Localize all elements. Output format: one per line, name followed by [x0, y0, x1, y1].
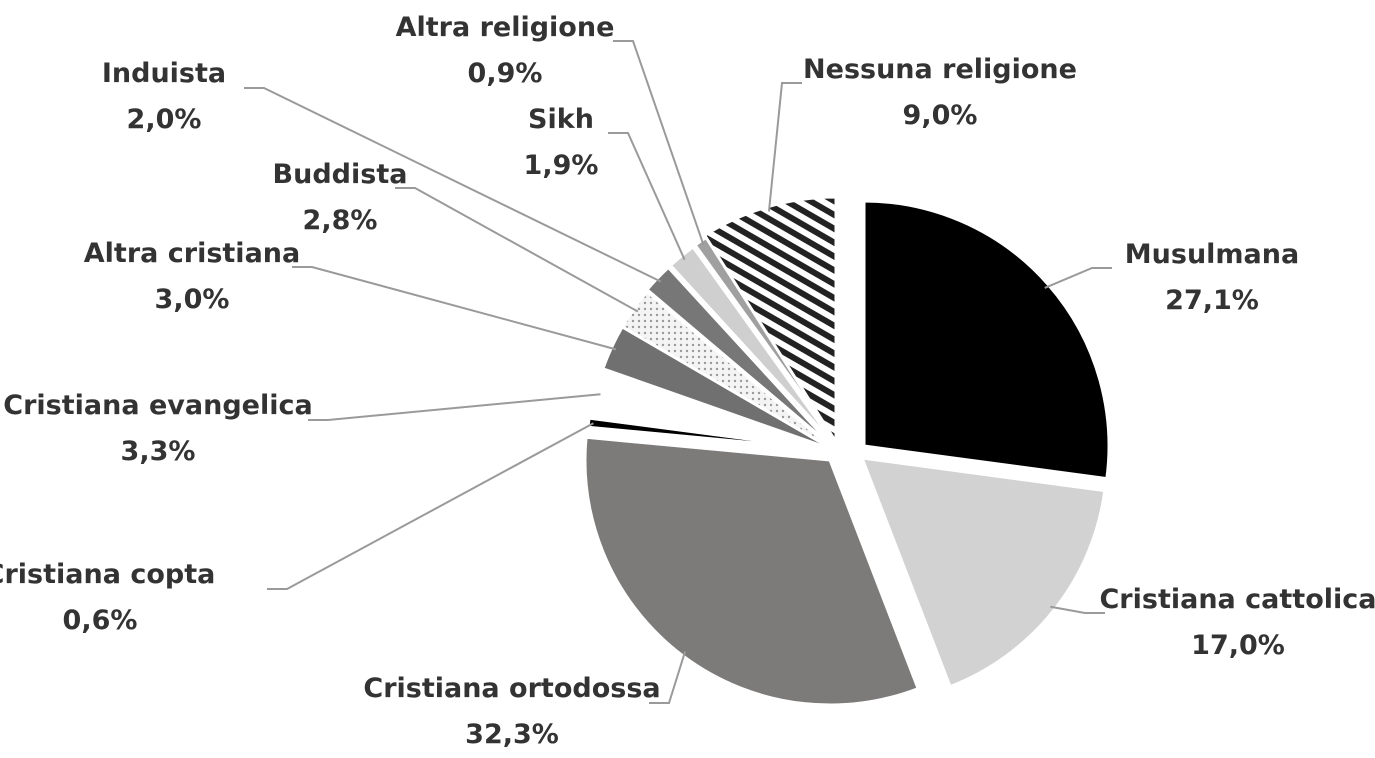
slice-label-cristiana-evangelica: Cristiana evangelica: [3, 390, 312, 421]
pie-slice-sikh: [668, 244, 838, 448]
leader-line-cristiana-cattolica: [1050, 605, 1105, 614]
slice-value-cristiana-cattolica: 17,0%: [1191, 630, 1285, 661]
slice-label-musulmana: Musulmana: [1125, 239, 1299, 270]
slice-value-cristiana-ortodossa: 32,3%: [465, 719, 559, 750]
leader-line-sikh: [608, 132, 686, 261]
leader-line-musulmana: [1044, 267, 1112, 289]
pie-slice-induista: [644, 265, 836, 450]
leader-line-altra-religione: [613, 40, 705, 246]
slice-value-induista: 2,0%: [127, 104, 202, 135]
slices-layer: [583, 195, 1111, 707]
pie-slice-cristiana-cattolica: [859, 456, 1107, 689]
slice-value-nessuna-religione: 9,0%: [903, 100, 978, 131]
slice-label-cristiana-copta: Cristiana copta: [0, 559, 215, 590]
slice-value-musulmana: 27,1%: [1165, 285, 1259, 316]
pie-slice-cristiana-ortodossa: [583, 435, 921, 707]
slice-value-altra-religione: 0,9%: [468, 58, 543, 89]
slice-label-nessuna-religione: Nessuna religione: [803, 54, 1077, 85]
pie-slice-nessuna-religione: [702, 195, 838, 448]
leader-line-cristiana-copta: [267, 422, 594, 590]
slice-value-sikh: 1,9%: [524, 150, 599, 181]
leaders-layer: [244, 40, 1112, 704]
slice-label-altra-religione: Altra religione: [396, 12, 615, 43]
slice-label-induista: Induista: [102, 58, 226, 89]
leader-line-cristiana-evangelica: [308, 393, 601, 421]
slice-label-cristiana-cattolica: Cristiana cattolica: [1099, 584, 1375, 615]
slice-label-buddista: Buddista: [273, 159, 408, 190]
labels-layer: Musulmana 27,1% Cristiana cattolica 17,0% Cr…: [0, 12, 1375, 750]
leader-line-buddista: [395, 187, 639, 313]
leader-line-induista: [244, 87, 662, 283]
slice-value-altra-cristiana: 3,0%: [155, 284, 230, 315]
slice-label-altra-cristiana: Altra cristiana: [84, 238, 300, 269]
slice-value-cristiana-copta: 0,6%: [63, 605, 138, 636]
slice-label-sikh: Sikh: [528, 104, 594, 135]
slice-value-cristiana-evangelica: 3,3%: [121, 436, 196, 467]
leader-line-cristiana-ortodossa: [649, 651, 687, 704]
leader-line-nessuna-religione: [767, 82, 802, 212]
leader-line-altra-cristiana: [292, 266, 617, 351]
slice-value-buddista: 2,8%: [303, 205, 378, 236]
slice-label-cristiana-ortodossa: Cristiana ortodossa: [363, 673, 660, 704]
pie-slice-musulmana: [862, 199, 1111, 481]
